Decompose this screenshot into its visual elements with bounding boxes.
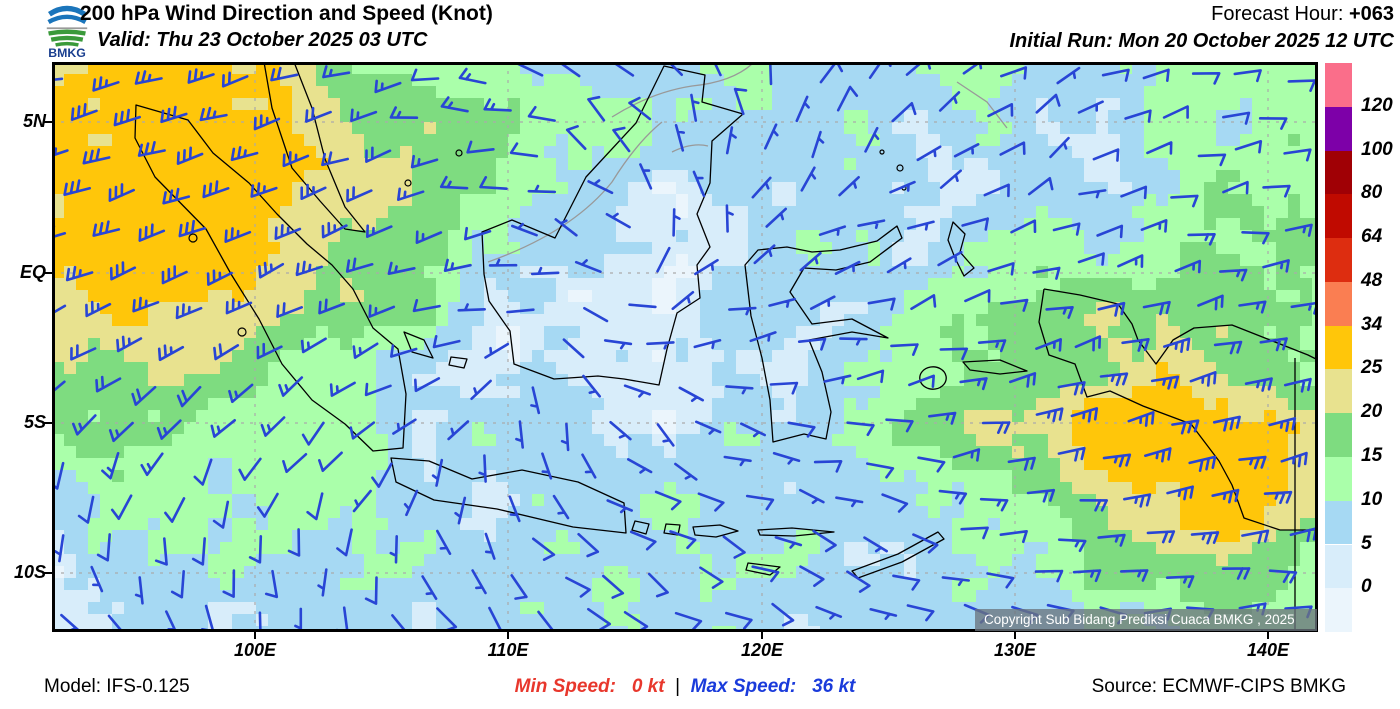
legend-color-segment [1325, 325, 1352, 370]
legend-label-10: 10 [1361, 488, 1383, 510]
lat-tick [44, 422, 52, 424]
lon-tick [254, 632, 256, 639]
lat-label-10S: 10S [13, 562, 46, 582]
legend-label-25: 25 [1361, 357, 1383, 379]
lat-label-5S: 5S [23, 412, 46, 432]
forecast-hour: Forecast Hour: +063 [1211, 3, 1394, 26]
minmax-speed: Min Speed: 0 kt | Max Speed: 36 kt [514, 676, 856, 697]
lon-tick [1014, 632, 1016, 639]
lon-tick [507, 632, 509, 639]
legend-label-34: 34 [1361, 313, 1383, 335]
source-label: Source: ECMWF-CIPS BMKG [1091, 676, 1346, 697]
forecast-hour-label: Forecast Hour: [1211, 3, 1349, 25]
legend-color-segment [1325, 106, 1352, 151]
legend-color-segment [1325, 413, 1352, 457]
legend-label-120: 120 [1361, 94, 1393, 116]
legend-color-segment [1325, 63, 1352, 107]
lat-tick [44, 272, 52, 274]
lon-label-120E: 120E [740, 640, 784, 660]
logo-green-wave [48, 29, 86, 36]
min-speed-value: 0 kt [631, 676, 665, 697]
legend-color-segment [1325, 194, 1352, 239]
min-speed-label: Min Speed: [514, 676, 616, 697]
lon-label-110E: 110E [487, 640, 529, 660]
model-label: Model: IFS-0.125 [44, 676, 190, 697]
legend-color-segment [1325, 369, 1352, 414]
forecast-hour-value: +063 [1348, 3, 1394, 25]
lon-label-140E: 140E [1246, 640, 1290, 660]
map-canvas: Copyright Sub Bidang Prediksi Cuaca BMKG… [52, 62, 1318, 632]
lat-label-EQ: EQ [19, 262, 46, 282]
legend-label-100: 100 [1361, 138, 1393, 160]
legend-color-segment [1325, 500, 1352, 545]
max-speed-value: 36 kt [812, 676, 856, 697]
legend-label-64: 64 [1361, 226, 1383, 248]
logo-text: BMKG [48, 46, 86, 59]
legend-color-segment [1325, 281, 1352, 326]
lat-tick [44, 572, 52, 574]
lon-label-130E: 130E [993, 640, 1037, 660]
legend-label-0: 0 [1361, 576, 1372, 598]
legend-color-segment [1325, 588, 1352, 632]
legend-label-20: 20 [1361, 401, 1383, 423]
lat-tick [44, 121, 52, 123]
legend-label-5: 5 [1361, 532, 1372, 554]
bmkg-logo: BMKG [46, 5, 88, 59]
max-speed-label: Max Speed: [690, 676, 797, 697]
initial-run: Initial Run: Mon 20 October 2025 12 UTC [1009, 30, 1394, 52]
legend-color-segment [1325, 150, 1352, 195]
wind-field-svg [52, 62, 1318, 632]
lon-tick [761, 632, 763, 639]
legend-color-segment [1325, 544, 1352, 589]
valid-time: Valid: Thu 23 October 2025 03 UTC [97, 29, 428, 51]
legend-label-48: 48 [1361, 269, 1383, 291]
legend-label-80: 80 [1361, 182, 1383, 204]
page-title: 200 hPa Wind Direction and Speed (Knot) [80, 2, 493, 25]
legend-label-15: 15 [1361, 444, 1383, 466]
legend-color-segment [1325, 238, 1352, 282]
lon-label-100E: 100E [233, 640, 277, 660]
legend-color-segment [1325, 456, 1352, 501]
lon-tick [1267, 632, 1269, 639]
lat-label-5N: 5N [22, 111, 46, 131]
logo-blue-arc [47, 5, 87, 17]
copyright-bar: Copyright Sub Bidang Prediksi Cuaca BMKG… [975, 609, 1317, 631]
